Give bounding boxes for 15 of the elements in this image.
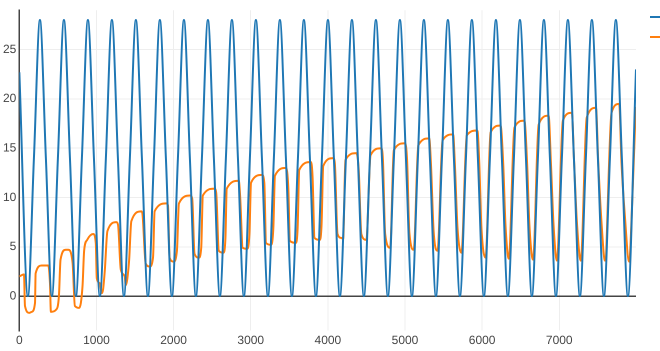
x-tick-label: 2000 [160,333,188,348]
y-tick-label: 10 [2,190,17,204]
y-tick-label: 5 [10,239,17,254]
x-tick-label: 6000 [468,333,496,348]
x-tick-label: 4000 [314,333,342,348]
y-tick-label: 0 [10,288,17,302]
x-tick-label: 5000 [392,333,419,348]
x-tick-label: 3000 [237,333,264,348]
line-series [19,102,636,314]
line-series [19,19,636,298]
y-tick-label: 25 [2,42,17,56]
x-tick-label: 1000 [83,333,110,348]
y-tick-label: 15 [2,140,17,155]
x-tick-label: 7000 [546,333,573,348]
y-tick-label: 20 [2,91,17,106]
